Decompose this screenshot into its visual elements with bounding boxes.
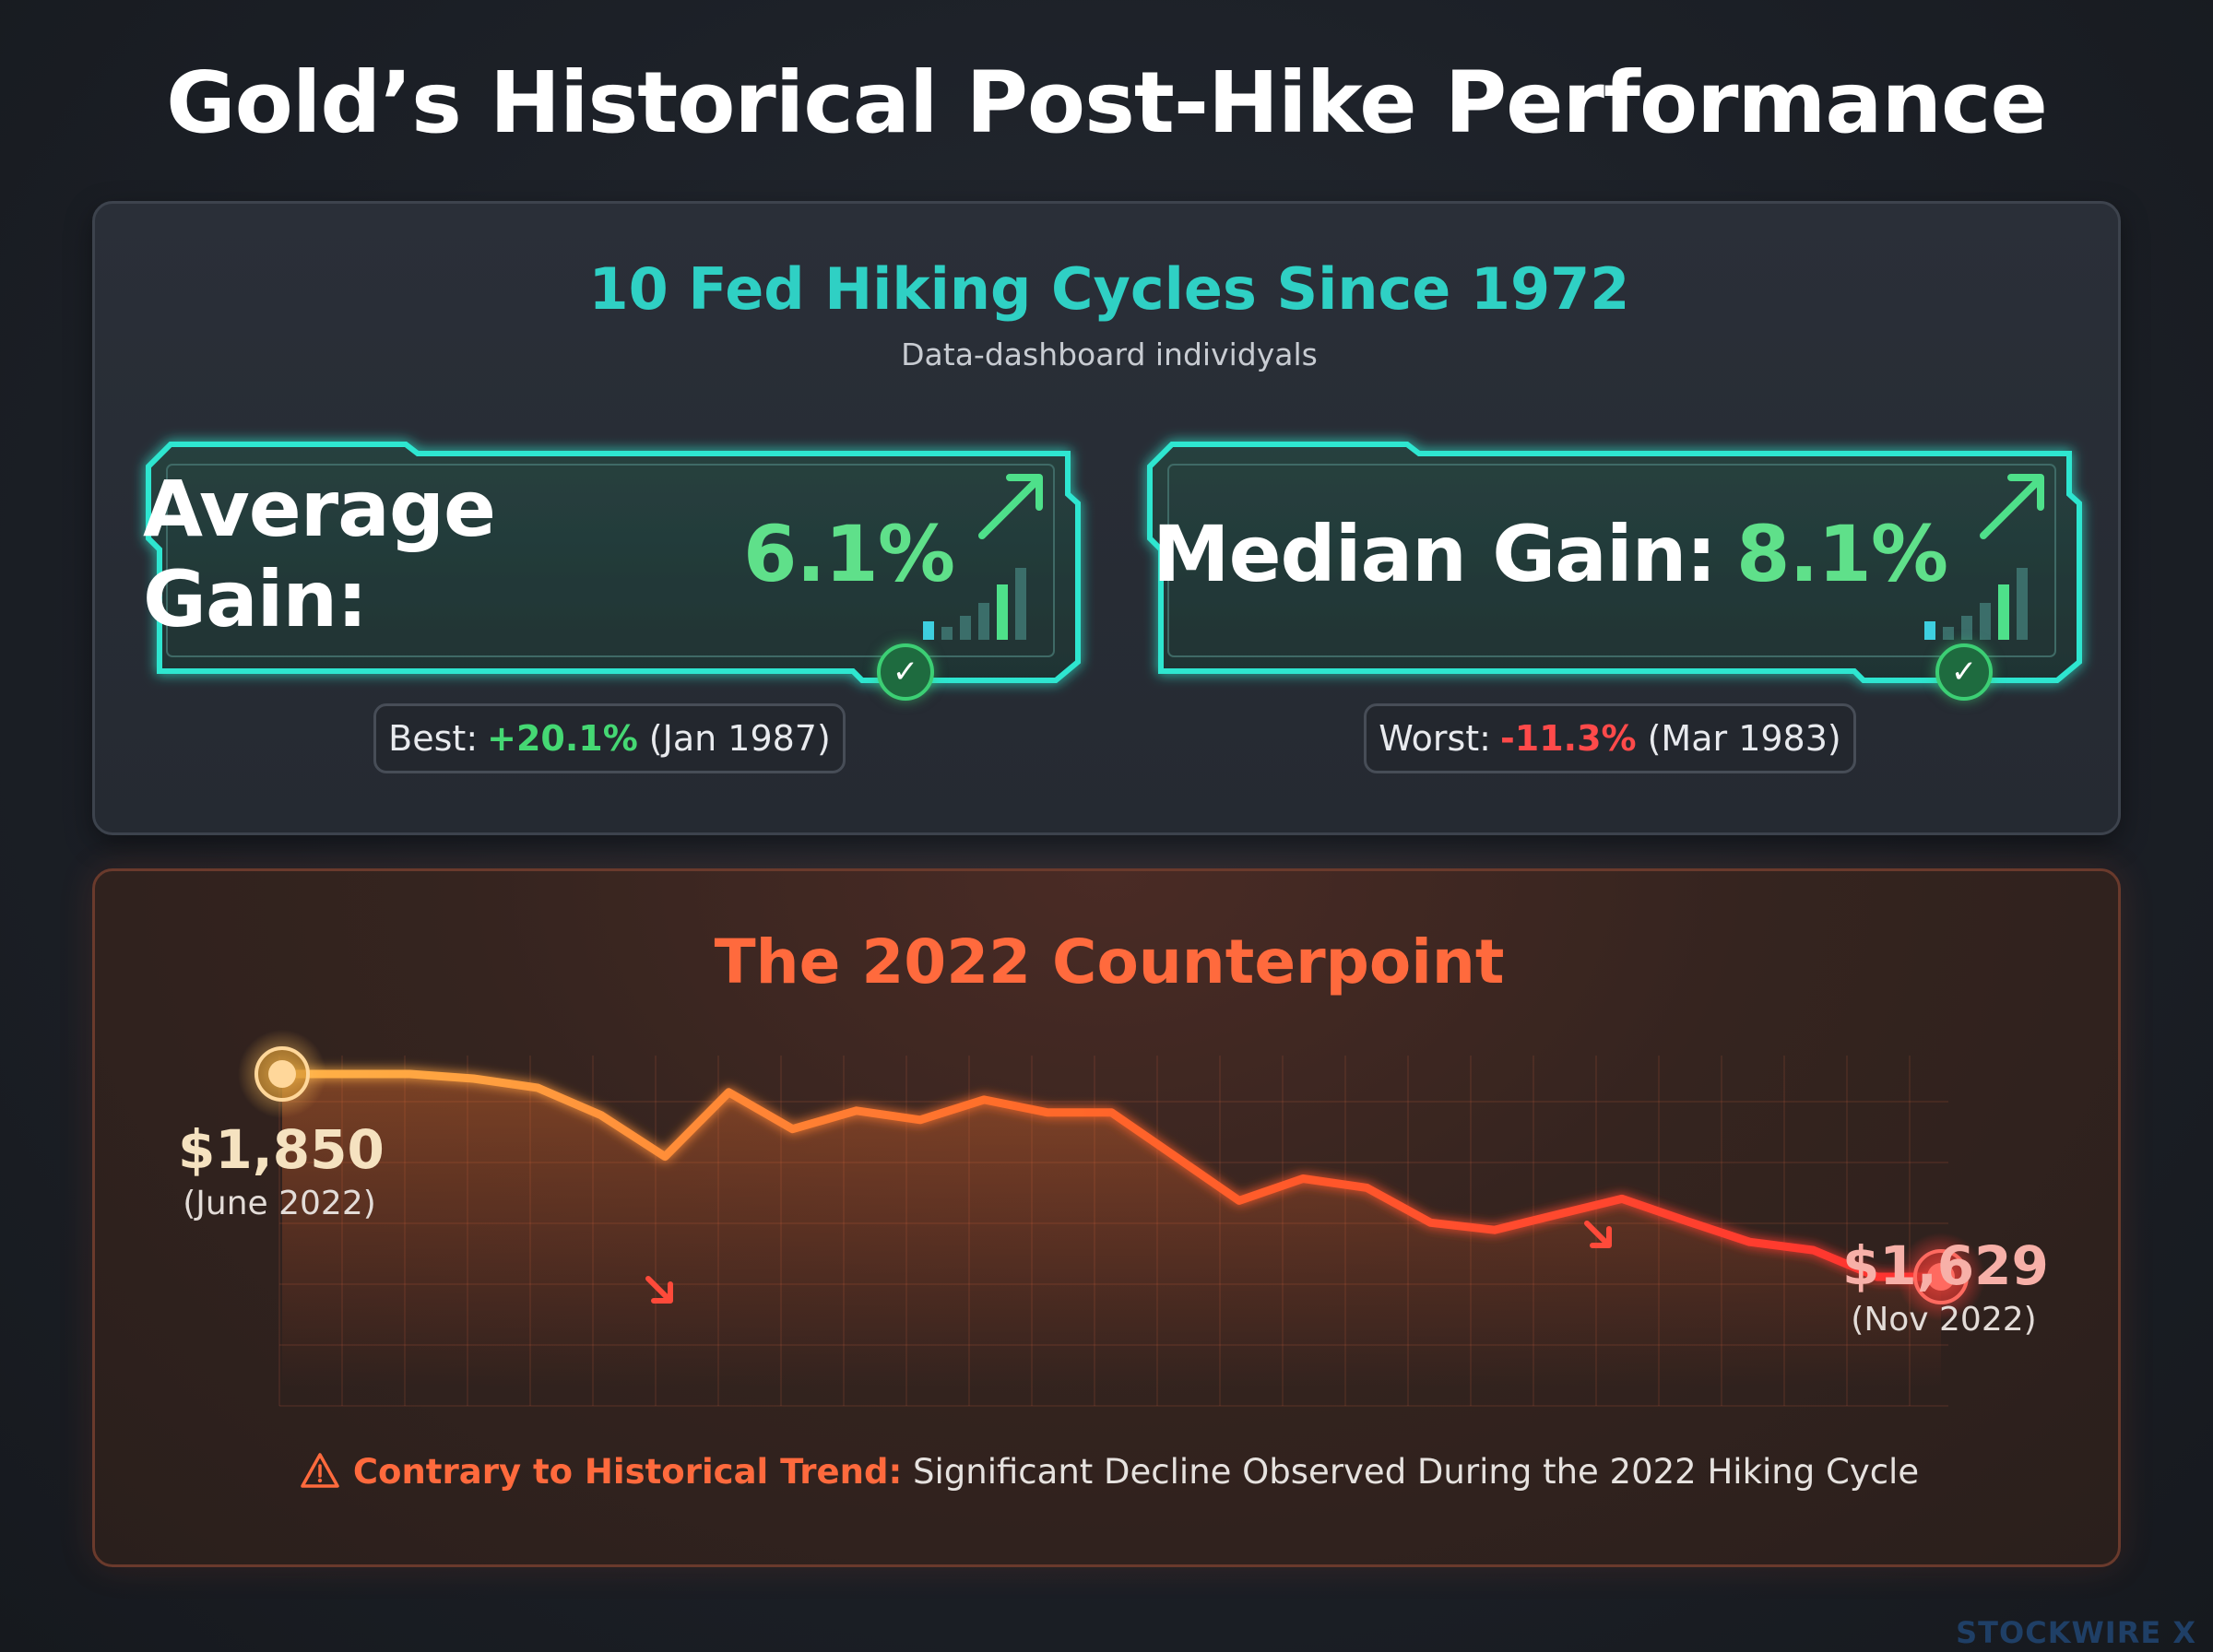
- mini-bars-icon: [923, 568, 1026, 640]
- trend-arrow-icon: [978, 474, 1043, 539]
- median-gain-card: Median Gain: 8.1% ✓: [1144, 420, 2094, 701]
- end-price: $1,629: [1842, 1234, 2049, 1297]
- price-area: [282, 1074, 1941, 1387]
- historical-panel: 10 Fed Hiking Cycles Since 1972 Data-das…: [92, 201, 2121, 835]
- card-frame: [146, 442, 1081, 683]
- best-date: (Jan 1987): [648, 718, 831, 759]
- average-gain-label: Average Gain:: [143, 464, 496, 644]
- median-gain-value: 8.1%: [1736, 509, 1948, 599]
- best-value: +20.1%: [487, 718, 638, 759]
- price-line-chart: [238, 1030, 1985, 1407]
- worst-cycle-badge: Worst: -11.3% (Mar 1983): [1364, 703, 1856, 773]
- counterpoint-title: The 2022 Counterpoint: [714, 926, 1505, 997]
- trend-note-text: Significant Decline Observed During the …: [902, 1452, 1920, 1492]
- start-price-label: $1,850 (June 2022): [178, 1118, 385, 1222]
- median-gain-label: Median Gain:: [1153, 509, 1717, 599]
- average-gain-value: 6.1%: [743, 509, 955, 599]
- worst-value: -11.3%: [1499, 718, 1637, 759]
- mini-bars-icon: [1924, 568, 2028, 640]
- start-price: $1,850: [178, 1118, 385, 1181]
- historical-title: 10 Fed Hiking Cycles Since 1972: [588, 255, 1630, 323]
- best-cycle-badge: Best: +20.1% (Jan 1987): [373, 703, 846, 773]
- price-line: [278, 1069, 1946, 1281]
- end-point-marker: [1897, 1233, 1985, 1321]
- warning-triangle-icon: [301, 1453, 339, 1488]
- best-label: Best:: [388, 718, 479, 759]
- worst-label: Worst:: [1379, 718, 1491, 759]
- trend-arrow-icon: [1980, 474, 2044, 539]
- watermark-logo: STOCKWIRE X: [1956, 1615, 2196, 1650]
- worst-date: (Mar 1983): [1647, 718, 1841, 759]
- down-arrow-icon: [645, 1276, 673, 1304]
- trend-note-bold: Contrary to Historical Trend:: [352, 1452, 903, 1492]
- median-gain-text: Median Gain: 8.1%: [1144, 420, 1956, 688]
- end-date: (Nov 2022): [1851, 1301, 2037, 1339]
- check-icon: ✓: [877, 643, 934, 701]
- historical-subtitle: Data-dashboard individyals: [901, 336, 1318, 372]
- down-arrow-icon: [1584, 1221, 1612, 1248]
- average-gain-text: Average Gain: 6.1%: [143, 420, 955, 688]
- end-price-label: $1,629 (Nov 2022): [1842, 1234, 2049, 1339]
- counterpoint-panel: The 2022 Counterpoint: [92, 868, 2121, 1567]
- trend-note: Contrary to Historical Trend: Significan…: [95, 1452, 2124, 1492]
- page-title: Gold’s Historical Post-Hike Performance: [166, 53, 2048, 152]
- average-gain-card: Average Gain: 6.1% ✓: [143, 420, 1093, 701]
- card-frame: [1147, 442, 2082, 683]
- start-date: (June 2022): [183, 1185, 376, 1222]
- check-icon: ✓: [1935, 643, 1993, 701]
- start-point-marker: [238, 1030, 326, 1118]
